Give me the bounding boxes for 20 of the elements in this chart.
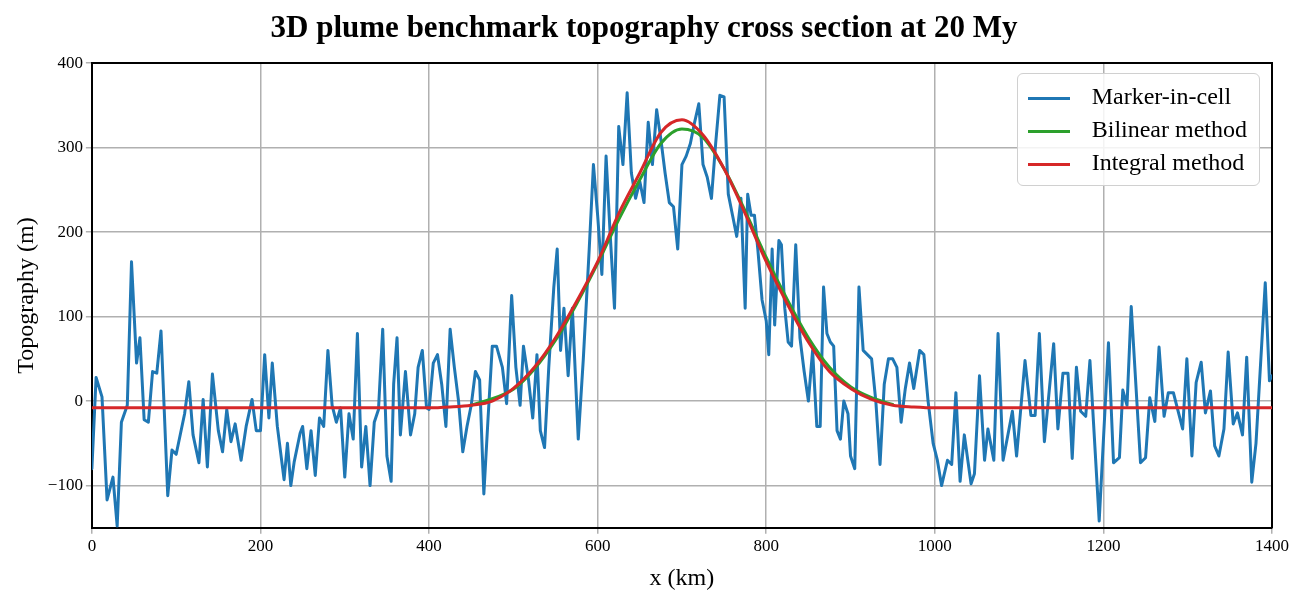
- x-tick-label: 1200: [1086, 536, 1121, 556]
- y-tick-label: −100: [47, 475, 83, 495]
- y-tick-label: 300: [57, 137, 83, 157]
- y-tick-label: 100: [57, 306, 83, 326]
- y-tick-label: 0: [74, 390, 83, 410]
- x-axis-title: x (km): [649, 563, 715, 590]
- x-tick-label: 1000: [917, 536, 952, 556]
- x-tick-label: 0: [87, 536, 97, 556]
- x-tick-label: 600: [584, 536, 611, 556]
- x-tick-label: 400: [416, 536, 442, 556]
- x-tick-label: 200: [247, 536, 274, 556]
- legend-label: Integral method: [1091, 149, 1245, 176]
- x-tick-label: 1400: [1255, 536, 1289, 556]
- legend-label: Bilinear method: [1091, 116, 1247, 143]
- x-tick-label: 800: [753, 536, 779, 556]
- chart-title: 3D plume benchmark topography cross section at 20 My: [270, 8, 1018, 44]
- legend-label: Marker-in-cell: [1091, 83, 1232, 110]
- y-tick-label: 400: [57, 52, 83, 72]
- y-axis-title: Topography (m): [11, 217, 38, 374]
- y-tick-label: 200: [57, 221, 83, 241]
